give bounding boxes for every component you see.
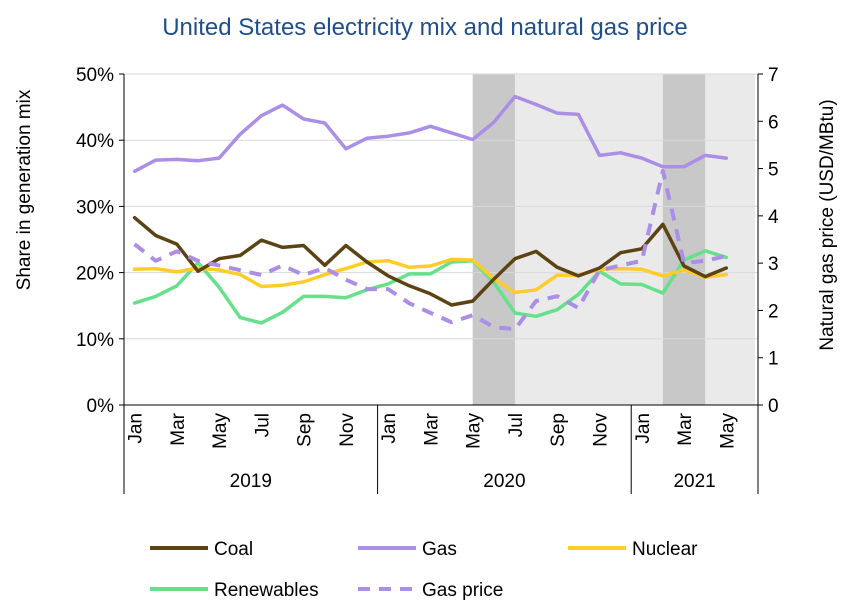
y2-tick-label: 2: [768, 301, 779, 322]
y-axis-title: Share in generation mix: [14, 89, 35, 290]
legend-label-nuclear: Nuclear: [632, 539, 698, 560]
x-tick-label: Jul: [252, 413, 273, 437]
series-line-nuclear: [132, 257, 729, 295]
legend-label-gas: Gas: [422, 539, 457, 560]
x-tick-label: Jan: [633, 413, 654, 444]
x-tick-label: Jan: [379, 413, 400, 444]
year-label: 2020: [483, 471, 525, 492]
y-tick-label: 20%: [76, 264, 114, 285]
series-line-gas-price: [133, 168, 727, 332]
series-line-renewables: [132, 249, 729, 325]
y2-tick-label: 6: [768, 112, 779, 133]
x-axis-labels: Jan Mar May Jul Sep Nov Jan Mar May Jul Sep Nov Jan M…: [123, 405, 759, 494]
legend-label-renewables: Renewables: [214, 580, 319, 601]
plot-series: [132, 94, 729, 332]
y-tick-label: 0%: [87, 396, 115, 417]
y-tick-label: 50%: [76, 65, 114, 86]
y2-tick-label: 7: [768, 65, 779, 86]
chart-title: United States electricity mix and natura…: [162, 14, 688, 41]
y-tick-label: 30%: [76, 197, 114, 218]
legend-label-coal: Coal: [214, 539, 253, 560]
x-tick-label: Sep: [295, 413, 316, 447]
x-tick-label: May: [717, 413, 738, 449]
x-tick-label: Jul: [506, 413, 527, 437]
x-tick-label: Sep: [548, 413, 569, 447]
y2-tick-label: 4: [768, 207, 779, 228]
series-line-gas: [132, 94, 729, 174]
y2-tick-label: 1: [768, 349, 779, 370]
y-tick-label: 10%: [76, 330, 114, 351]
y-tick-label: 40%: [76, 131, 114, 152]
shaded-regions: [472, 74, 755, 405]
x-tick-label: Nov: [591, 413, 612, 447]
year-label: 2019: [230, 471, 272, 492]
y2-tick-label: 5: [768, 160, 779, 181]
x-tick-label: Mar: [675, 412, 696, 445]
x-tick-label: Mar: [421, 412, 442, 445]
x-tick-label: May: [464, 413, 485, 449]
y2-axis-title: Natural gas price (USD/MBtu): [817, 99, 838, 350]
y2-tick-label: 3: [768, 254, 779, 275]
shaded-period-dark: [472, 74, 515, 405]
x-tick-label: Mar: [168, 412, 189, 445]
shaded-period-light: [514, 74, 755, 405]
axes: 0% 10% 20% 30% 40% 50% 0 1 2 3 4 5 6 7: [76, 65, 779, 417]
x-tick-label: May: [210, 413, 231, 449]
y2-tick-label: 0: [768, 396, 779, 417]
x-tick-label: Jan: [126, 413, 147, 444]
series-line-coal: [132, 215, 729, 307]
x-tick-label: Nov: [337, 413, 358, 447]
legend: Coal Gas Nuclear Renewables Gas price: [150, 539, 698, 601]
legend-label-gas-price: Gas price: [422, 580, 503, 601]
year-label: 2021: [673, 471, 715, 492]
